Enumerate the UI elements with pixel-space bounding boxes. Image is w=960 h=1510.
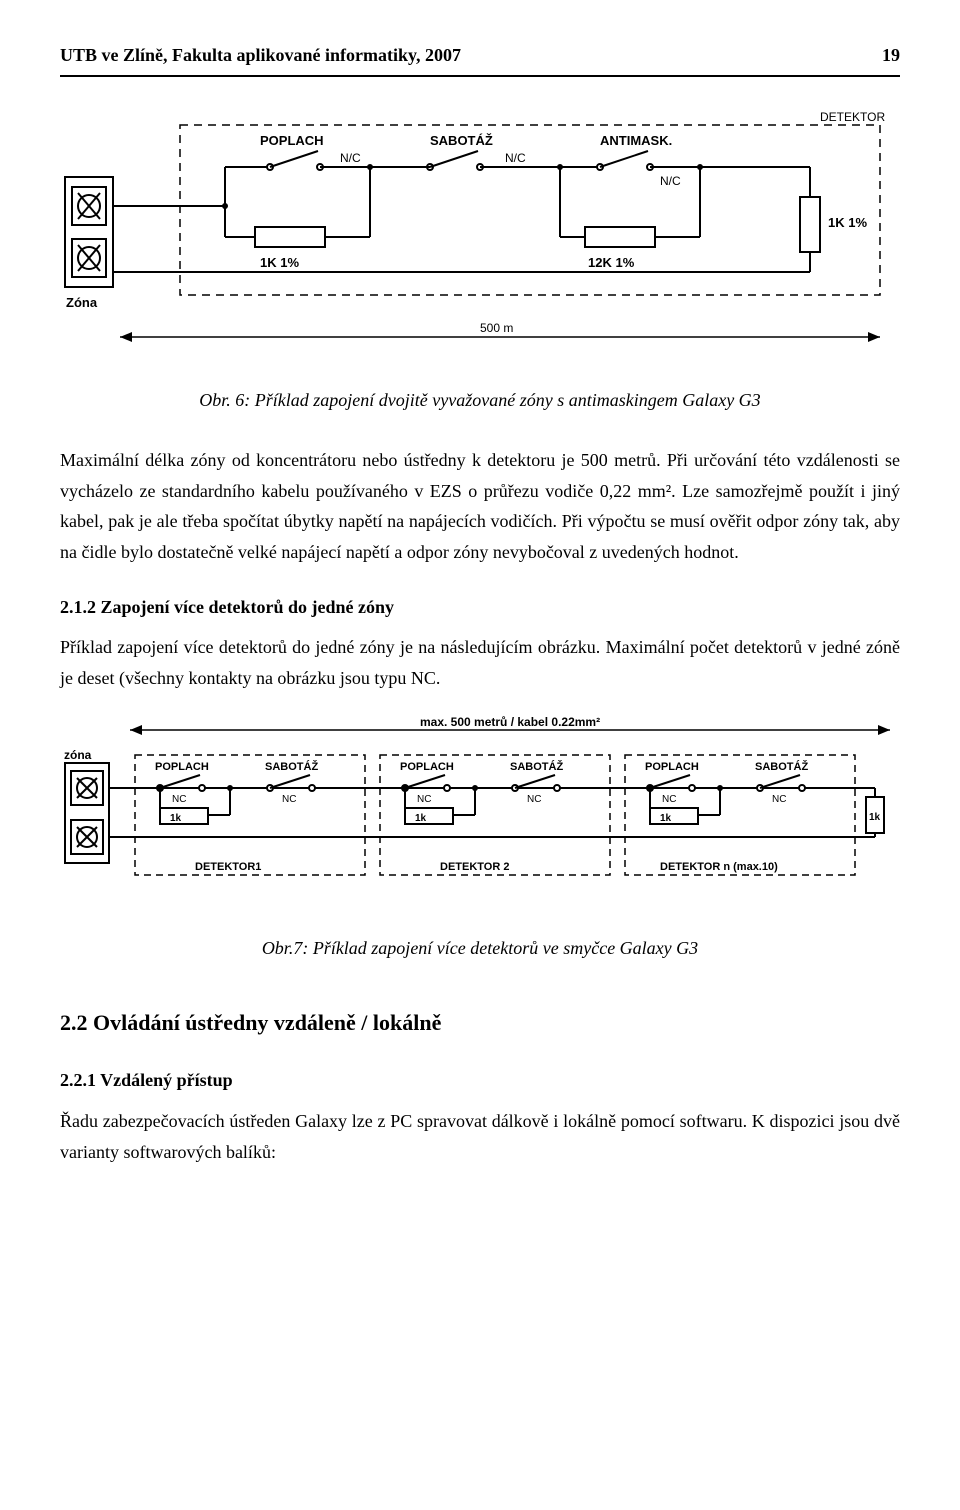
svg-text:NC: NC [772,794,786,805]
header-page-number: 19 [882,40,900,71]
paragraph-212: Příklad zapojení více detektorů do jedné… [60,632,900,693]
svg-text:DETEKTOR 2: DETEKTOR 2 [440,861,509,873]
figure-7-caption: Obr.7: Příklad zapojení více detektorů v… [60,933,900,964]
fig7-header: max. 500 metrů / kabel 0.22mm² [420,715,600,729]
fig6-r1: 1K 1% [260,255,299,270]
fig7-zone: zóna [64,748,92,762]
fig7-detector-n: POPLACH NC SABOTÁŽ NC 1k DETEKTOR n (max… [625,755,855,875]
svg-text:1k: 1k [170,813,182,824]
heading-2-2-1: 2.2.1 Vzdálený přístup [60,1065,900,1096]
svg-text:SABOTÁŽ: SABOTÁŽ [265,760,318,773]
svg-text:POPLACH: POPLACH [645,761,699,773]
svg-text:SABOTÁŽ: SABOTÁŽ [510,760,563,773]
fig7-detector-1: POPLACH NC SABOTÁŽ NC 1k DETEKTOR1 [135,755,365,875]
fig6-distance: 500 m [480,321,513,335]
svg-text:DETEKTOR1: DETEKTOR1 [195,861,261,873]
paragraph-221: Řadu zabezpečovacích ústředen Galaxy lze… [60,1106,900,1167]
svg-text:NC: NC [172,794,186,805]
svg-text:NC: NC [282,794,296,805]
heading-2-2: 2.2 Ovládání ústředny vzdáleně / lokálně [60,1004,900,1041]
page-header: UTB ve Zlíně, Fakulta aplikované informa… [60,40,900,77]
heading-2-1-2: 2.1.2 Zapojení více detektorů do jedné z… [60,592,900,623]
svg-text:NC: NC [662,794,676,805]
fig6-r2: 12K 1% [588,255,635,270]
fig6-nc2: N/C [505,151,526,165]
svg-text:1k: 1k [415,813,427,824]
fig6-r3: 1K 1% [828,215,867,230]
svg-text:POPLACH: POPLACH [155,761,209,773]
fig6-nc1: N/C [340,151,361,165]
fig6-sabotaz: SABOTÁŽ [430,133,493,148]
fig6-detektor-label: DETEKTOR [820,110,885,124]
figure-6-diagram: Zóna DETEKTOR POPLACH N/C SABOTÁŽ N/C AN… [60,107,900,367]
svg-text:NC: NC [417,794,431,805]
svg-text:1k: 1k [869,812,881,823]
svg-text:POPLACH: POPLACH [400,761,454,773]
svg-text:DETEKTOR n (max.10): DETEKTOR n (max.10) [660,861,778,873]
svg-text:SABOTÁŽ: SABOTÁŽ [755,760,808,773]
svg-text:1k: 1k [660,813,672,824]
fig7-detector-2: POPLACH NC SABOTÁŽ NC 1k DETEKTOR 2 [380,755,610,875]
header-left: UTB ve Zlíně, Fakulta aplikované informa… [60,40,461,71]
fig6-poplach: POPLACH [260,133,324,148]
fig6-nc3: N/C [660,174,681,188]
svg-text:NC: NC [527,794,541,805]
figure-7-diagram: max. 500 metrů / kabel 0.22mm² zóna POPL… [60,715,900,915]
figure-6-caption: Obr. 6: Příklad zapojení dvojitě vyvažov… [60,385,900,416]
fig6-antimask: ANTIMASK. [600,133,672,148]
fig6-zone-label: Zóna [66,295,98,310]
paragraph-1: Maximální délka zóny od koncentrátoru ne… [60,445,900,567]
